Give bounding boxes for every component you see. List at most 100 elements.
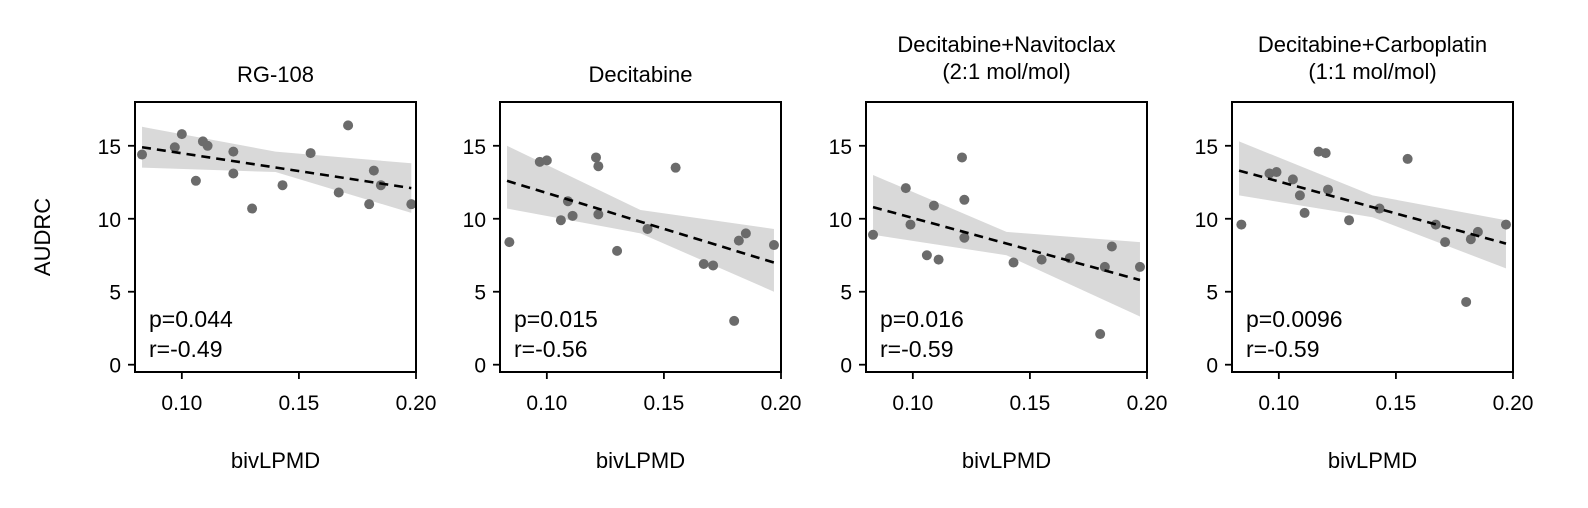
- data-point-15: [368, 165, 379, 176]
- data-point-12: [670, 162, 681, 173]
- data-point-6: [1299, 207, 1310, 218]
- data-point-14: [708, 260, 719, 271]
- y-tick-label: 15: [463, 136, 486, 159]
- x-tick-label: 0.15: [1375, 392, 1416, 415]
- y-tick-label: 10: [463, 209, 486, 232]
- data-point-15: [1106, 241, 1117, 252]
- x-tick-label: 0.20: [396, 392, 437, 415]
- data-point-16: [1465, 234, 1476, 245]
- axes-frame: [499, 101, 782, 373]
- x-tick-label: 0.20: [761, 392, 802, 415]
- x-tick-label: 0.10: [161, 392, 202, 415]
- confidence-band: [873, 174, 1140, 317]
- data-point-3: [541, 155, 552, 166]
- x-tick-label: 0.15: [278, 392, 319, 415]
- data-point-7: [591, 152, 602, 163]
- x-tick-label: 0.15: [643, 392, 684, 415]
- data-point-9: [1323, 184, 1334, 195]
- data-point-16: [733, 235, 744, 246]
- x-tick-label: 0.15: [1009, 392, 1050, 415]
- data-point-9: [247, 203, 258, 214]
- data-point-18: [768, 240, 779, 251]
- data-point-7: [957, 152, 968, 163]
- data-point-13: [343, 120, 354, 131]
- panel-title: (1:1 mol/mol): [1308, 59, 1436, 84]
- x-axis-label: bivLPMD: [962, 448, 1051, 473]
- confidence-band: [1239, 141, 1506, 269]
- panel-2: 0.10 0.15 0.20 0 5 10 15 bivLPMD Decitabine p=0.0…: [463, 62, 802, 473]
- axes-frame: [865, 101, 1148, 373]
- y-tick-label: 0: [109, 355, 121, 378]
- y-tick-label: 15: [829, 136, 852, 159]
- data-point-12: [333, 187, 344, 198]
- y-tick-label: 5: [109, 282, 121, 305]
- regression-line: [141, 145, 412, 190]
- data-point-3: [905, 219, 916, 230]
- data-point-4: [555, 215, 566, 226]
- data-point-2: [169, 142, 180, 153]
- x-axis-label: bivLPMD: [596, 448, 685, 473]
- data-point-11: [1374, 203, 1385, 214]
- data-point-4: [190, 175, 201, 186]
- data-point-14: [1099, 261, 1110, 272]
- data-point-1: [137, 149, 148, 160]
- panel-1: 0.10 0.15 0.20 0 5 10 15 bivLPMD AUDRC RG-108 p=0.…: [30, 62, 436, 473]
- data-point-1: [868, 229, 879, 240]
- x-tick-label: 0.10: [1258, 392, 1299, 415]
- y-tick-label: 10: [829, 209, 852, 232]
- panel-title: RG-108: [237, 62, 314, 87]
- data-point-8: [228, 168, 239, 179]
- data-point-13: [698, 259, 709, 269]
- y-tick-label: 0: [840, 355, 852, 378]
- data-point-17: [406, 199, 417, 210]
- data-point-10: [612, 245, 623, 256]
- panel-title: Decitabine+Carboplatin: [1258, 32, 1487, 57]
- y-tick-label: 15: [98, 136, 121, 159]
- data-point-4: [921, 250, 932, 261]
- y-tick-label: 0: [474, 355, 486, 378]
- data-point-3: [176, 129, 187, 140]
- x-tick-label: 0.20: [1127, 392, 1168, 415]
- data-point-9: [593, 209, 604, 220]
- data-point-12: [1064, 253, 1075, 264]
- y-tick-label: 5: [840, 282, 852, 305]
- data-point-8: [1320, 148, 1331, 159]
- x-tick-label: 0.20: [1493, 392, 1534, 415]
- data-point-9: [959, 232, 970, 243]
- axes-frame: [1231, 101, 1514, 373]
- r-value-annotation: r=-0.59: [1246, 336, 1320, 362]
- data-point-18: [1500, 219, 1511, 230]
- panel-title: Decitabine: [589, 62, 693, 87]
- x-axis-label: bivLPMD: [1328, 448, 1417, 473]
- panel-title: Decitabine+Navitoclax: [897, 32, 1115, 57]
- r-value-annotation: r=-0.56: [514, 336, 588, 362]
- data-point-10: [277, 180, 288, 191]
- data-point-10: [1008, 257, 1019, 268]
- data-point-13: [1095, 329, 1106, 340]
- y-tick-label: 5: [474, 282, 486, 305]
- data-point-1: [1236, 219, 1247, 230]
- data-point-2: [900, 183, 911, 194]
- data-point-14: [1440, 237, 1451, 248]
- data-point-15: [729, 315, 740, 326]
- data-point-1: [504, 237, 515, 248]
- data-point-11: [1036, 254, 1047, 265]
- data-point-7: [228, 146, 239, 157]
- y-tick-label: 10: [1195, 209, 1218, 232]
- data-point-12: [1402, 153, 1413, 164]
- data-point-11: [305, 148, 316, 159]
- y-tick-label: 5: [1206, 282, 1218, 305]
- data-point-5: [1294, 190, 1305, 201]
- panel-title: (2:1 mol/mol): [942, 59, 1070, 84]
- data-point-8: [593, 161, 604, 172]
- x-tick-label: 0.10: [526, 392, 567, 415]
- data-point-8: [959, 194, 970, 205]
- x-tick-label: 0.10: [892, 392, 933, 415]
- panel-3: 0.10 0.15 0.20 0 5 10 15 bivLPMD Decitabine+Navi…: [829, 32, 1168, 473]
- p-value-annotation: p=0.016: [880, 306, 964, 332]
- data-point-6: [202, 140, 213, 151]
- data-point-6: [567, 210, 578, 221]
- data-point-10: [1344, 215, 1355, 226]
- data-point-4: [1287, 174, 1298, 185]
